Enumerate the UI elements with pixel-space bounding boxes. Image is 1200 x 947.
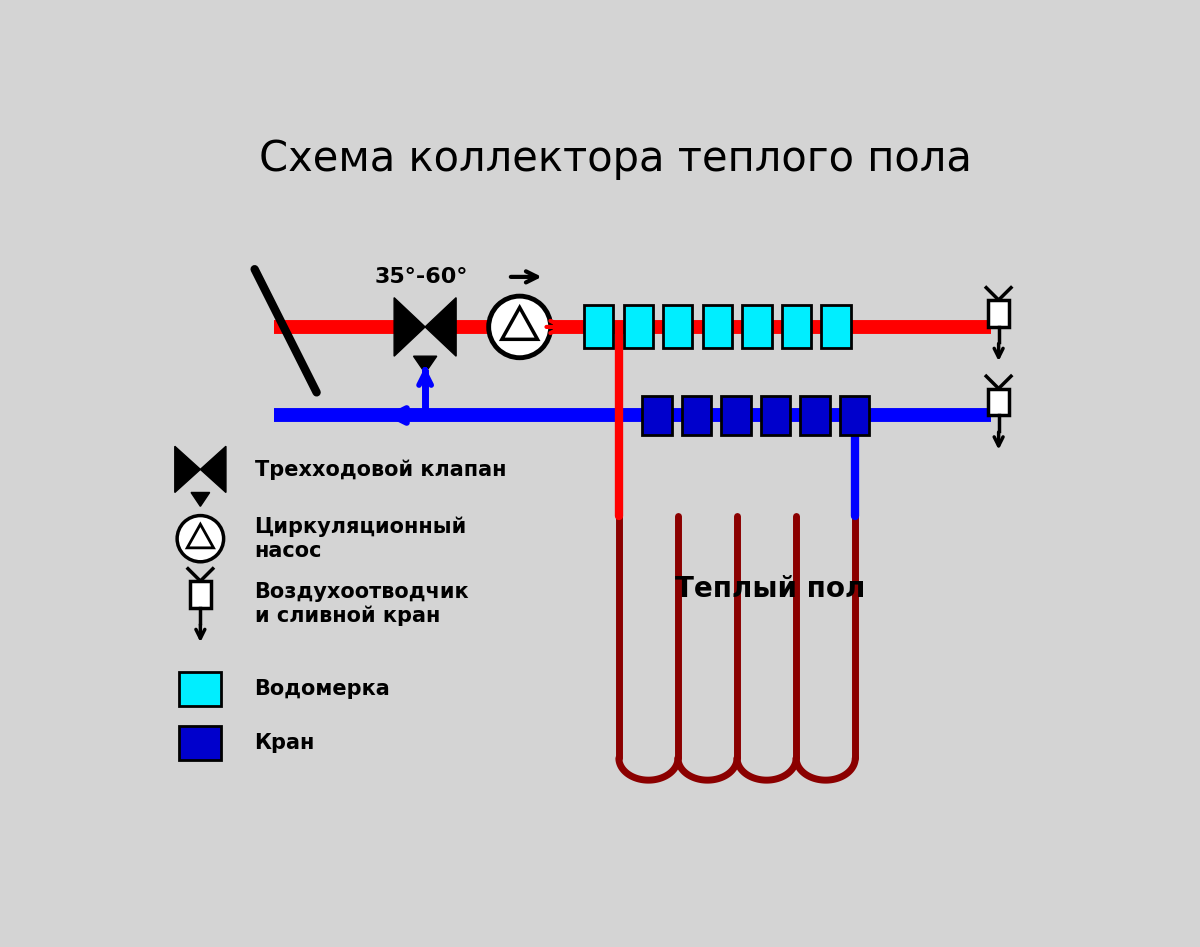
FancyBboxPatch shape: [840, 396, 869, 435]
Circle shape: [178, 515, 223, 562]
Text: Водомерка: Водомерка: [254, 679, 390, 699]
FancyBboxPatch shape: [800, 396, 829, 435]
FancyBboxPatch shape: [642, 396, 672, 435]
Polygon shape: [502, 308, 538, 339]
Text: Воздухоотводчик
и сливной кран: Воздухоотводчик и сливной кран: [254, 582, 469, 626]
FancyBboxPatch shape: [988, 388, 1009, 416]
Text: 35°-60°: 35°-60°: [374, 267, 468, 287]
FancyBboxPatch shape: [664, 305, 692, 348]
Polygon shape: [191, 492, 210, 507]
FancyBboxPatch shape: [190, 581, 211, 608]
FancyBboxPatch shape: [702, 305, 732, 348]
FancyBboxPatch shape: [988, 300, 1009, 327]
Polygon shape: [414, 356, 437, 373]
Text: Схема коллектора теплого пола: Схема коллектора теплого пола: [258, 138, 972, 180]
Polygon shape: [200, 446, 226, 492]
Polygon shape: [187, 525, 214, 548]
FancyBboxPatch shape: [781, 305, 811, 348]
Text: Кран: Кран: [254, 733, 314, 753]
FancyBboxPatch shape: [761, 396, 790, 435]
FancyBboxPatch shape: [624, 305, 653, 348]
FancyBboxPatch shape: [179, 725, 221, 759]
Polygon shape: [425, 297, 456, 356]
Polygon shape: [175, 446, 200, 492]
Text: Циркуляционный
насос: Циркуляционный насос: [254, 517, 467, 561]
FancyBboxPatch shape: [682, 396, 712, 435]
Text: Трехходовой клапан: Трехходовой клапан: [254, 459, 506, 479]
FancyBboxPatch shape: [821, 305, 851, 348]
FancyBboxPatch shape: [742, 305, 772, 348]
Text: Теплый пол: Теплый пол: [674, 575, 865, 602]
FancyBboxPatch shape: [721, 396, 751, 435]
FancyBboxPatch shape: [179, 671, 221, 706]
Polygon shape: [394, 297, 425, 356]
FancyBboxPatch shape: [584, 305, 613, 348]
Circle shape: [488, 296, 551, 358]
